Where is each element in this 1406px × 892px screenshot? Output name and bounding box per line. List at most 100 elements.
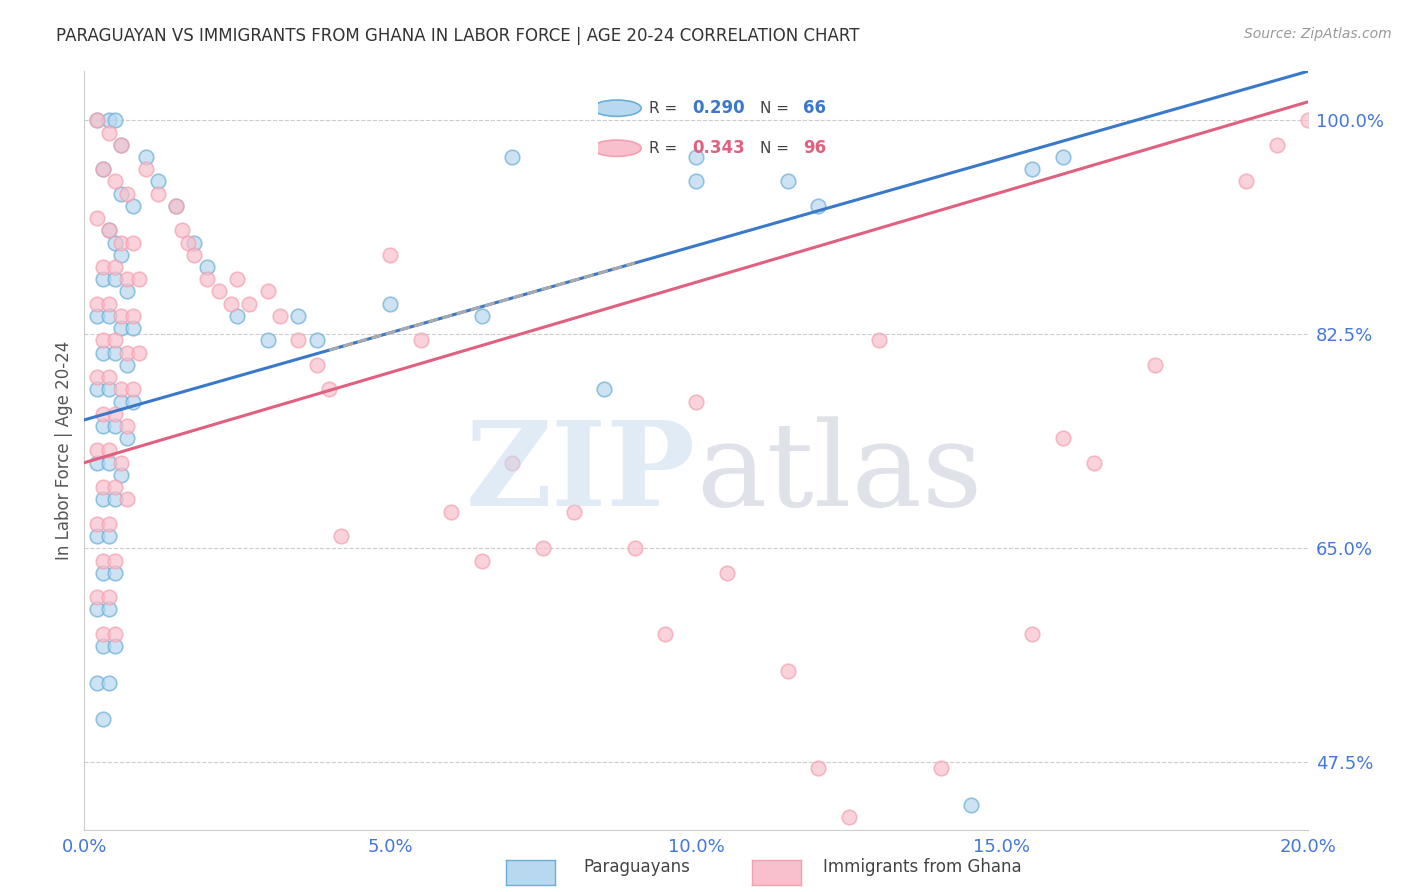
Point [86, 211, 108, 226]
Point [685, 174, 707, 188]
Point [380, 296, 402, 310]
Point [110, 467, 132, 482]
Point [86, 309, 108, 323]
Point [115, 186, 138, 201]
Point [128, 272, 150, 286]
Point [91, 334, 114, 348]
Point [471, 309, 494, 323]
Point [305, 334, 328, 348]
Point [1052, 431, 1074, 445]
Point [716, 566, 738, 580]
Point [86, 675, 108, 690]
Point [97, 126, 120, 140]
Point [257, 334, 280, 348]
Point [86, 382, 108, 396]
Point [104, 235, 127, 250]
Y-axis label: In Labor Force | Age 20-24: In Labor Force | Age 20-24 [55, 341, 73, 560]
Point [97, 516, 120, 531]
Point [172, 223, 194, 237]
Point [807, 199, 830, 213]
Point [183, 248, 205, 262]
Point [226, 272, 249, 286]
Point [110, 321, 132, 335]
Point [115, 285, 138, 299]
Point [330, 529, 353, 543]
Point [122, 199, 145, 213]
Point [531, 541, 554, 556]
Point [86, 296, 108, 310]
Point [287, 309, 309, 323]
Point [97, 675, 120, 690]
Point [104, 407, 127, 421]
Point [960, 798, 983, 813]
Point [104, 566, 127, 580]
Point [97, 223, 120, 237]
Point [685, 394, 707, 409]
Point [104, 639, 127, 653]
Point [110, 456, 132, 470]
Point [776, 664, 799, 678]
Point [97, 602, 120, 616]
Point [91, 627, 114, 641]
Point [91, 162, 114, 177]
Point [110, 309, 132, 323]
Point [91, 260, 114, 274]
Text: Immigrants from Ghana: Immigrants from Ghana [823, 858, 1021, 876]
Point [869, 334, 891, 348]
Point [91, 272, 114, 286]
Point [219, 296, 242, 310]
Point [502, 150, 524, 164]
Point [104, 553, 127, 567]
Point [1143, 358, 1166, 372]
Point [91, 553, 114, 567]
Point [318, 382, 340, 396]
Point [91, 345, 114, 359]
Text: Source: ZipAtlas.com: Source: ZipAtlas.com [1244, 27, 1392, 41]
Text: ZIP: ZIP [465, 416, 696, 531]
Point [104, 174, 127, 188]
Point [287, 334, 309, 348]
Point [110, 382, 132, 396]
Point [110, 248, 132, 262]
Point [1083, 456, 1105, 470]
Point [593, 382, 616, 396]
Point [91, 480, 114, 494]
Point [115, 431, 138, 445]
Point [128, 345, 150, 359]
Point [97, 456, 120, 470]
Point [104, 492, 127, 507]
Point [91, 713, 114, 727]
Point [86, 591, 108, 605]
Point [110, 137, 132, 152]
Point [86, 443, 108, 458]
Point [177, 235, 200, 250]
Point [104, 113, 127, 128]
Point [97, 529, 120, 543]
Point [807, 761, 830, 775]
Point [195, 260, 218, 274]
Point [1265, 137, 1288, 152]
Point [104, 480, 127, 494]
Point [104, 334, 127, 348]
Point [1236, 174, 1258, 188]
Point [97, 113, 120, 128]
Point [226, 309, 249, 323]
Point [97, 443, 120, 458]
Point [502, 456, 524, 470]
Point [122, 394, 145, 409]
Text: PARAGUAYAN VS IMMIGRANTS FROM GHANA IN LABOR FORCE | AGE 20-24 CORRELATION CHART: PARAGUAYAN VS IMMIGRANTS FROM GHANA IN L… [56, 27, 859, 45]
Point [86, 370, 108, 384]
Point [104, 419, 127, 434]
Point [110, 186, 132, 201]
Point [110, 137, 132, 152]
Point [115, 358, 138, 372]
Point [115, 272, 138, 286]
Point [86, 113, 108, 128]
Point [685, 150, 707, 164]
Point [86, 456, 108, 470]
Point [104, 627, 127, 641]
Point [91, 407, 114, 421]
Point [115, 492, 138, 507]
Point [97, 591, 120, 605]
Point [238, 296, 260, 310]
